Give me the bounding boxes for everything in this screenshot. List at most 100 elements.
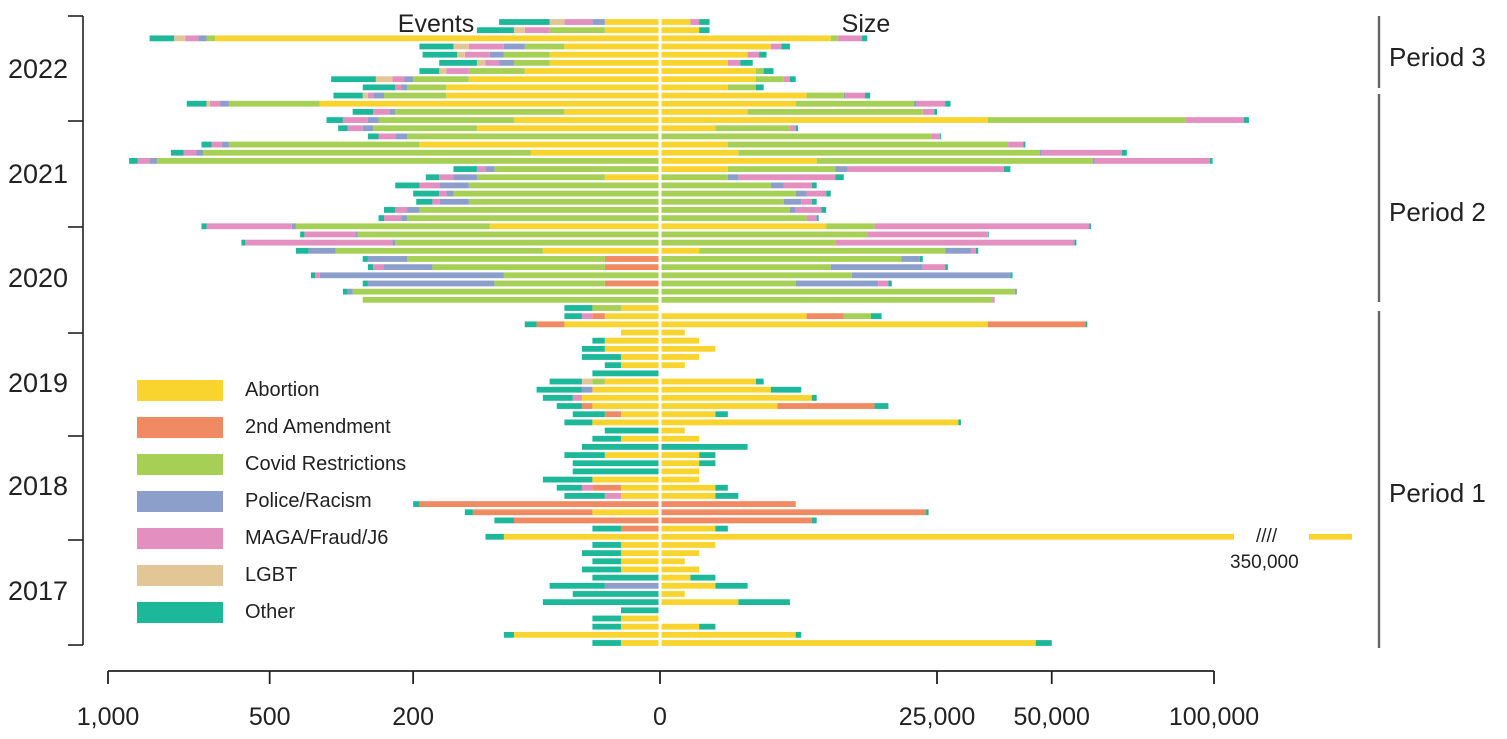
events-bar-2nd-amendment <box>604 264 660 271</box>
legend-item-other: Other <box>137 594 406 631</box>
legend-item-2nd-amendment: 2nd Amendment <box>137 409 406 446</box>
events-bar-abortion <box>620 484 660 491</box>
size-panel-label: Size <box>842 10 891 38</box>
size-bar-abortion <box>660 435 700 442</box>
size-bar-covid-restrictions <box>727 141 1009 148</box>
size-bar-police-racism <box>1039 149 1042 156</box>
events-bar-police-racism <box>439 182 469 189</box>
size-bar-other <box>755 84 764 91</box>
year-label-2019: 2019 <box>8 368 68 398</box>
size-bar-police-racism <box>1092 158 1095 164</box>
size-bar-covid-restrictions <box>660 133 932 140</box>
size-bar-maga-fraud-j6 <box>795 207 822 213</box>
size-bar-abortion <box>660 468 700 475</box>
size-bar-abortion <box>660 354 700 360</box>
events-bar-other <box>362 256 368 262</box>
events-bar-abortion <box>564 43 660 50</box>
events-bar-other <box>422 51 458 58</box>
events-bar-maga-fraud-j6 <box>373 108 390 115</box>
events-bar-covid-restrictions <box>203 149 531 156</box>
size-bar-other <box>1023 141 1026 148</box>
events-bar-abortion <box>620 435 660 442</box>
events-bar-abortion <box>446 92 660 99</box>
size-bar-2nd-amendment <box>987 321 1086 328</box>
size-bar-other <box>958 419 961 426</box>
events-bar-other <box>464 509 473 516</box>
size-bar-maga-fraud-j6 <box>783 76 790 83</box>
size-bar-covid-restrictions <box>660 174 728 181</box>
size-bar-abortion <box>660 125 716 132</box>
events-bar-abortion <box>604 313 660 320</box>
events-bar-maga-fraud-j6 <box>384 215 402 222</box>
year-label-2021: 2021 <box>8 159 68 189</box>
size-bar-abortion <box>660 92 807 99</box>
period-label-1: Period 1 <box>1389 478 1486 508</box>
axis-break-symbol: //// <box>1256 526 1278 547</box>
events-bar-maga-fraud-j6 <box>185 35 199 42</box>
events-bar-other <box>352 108 374 115</box>
events-bar-police-racism <box>373 92 384 99</box>
events-bar-police-racism <box>384 264 433 271</box>
events-bar-other <box>419 43 454 50</box>
size-bar-other <box>945 264 948 271</box>
events-bar-other <box>186 100 207 107</box>
size-bar-maga-fraud-j6 <box>1041 149 1122 156</box>
events-bar-abortion <box>620 493 660 499</box>
size-bar-other <box>1003 166 1011 172</box>
events-bar-other <box>395 182 420 189</box>
size-bar-abortion <box>660 460 700 467</box>
events-bar-other <box>604 427 660 434</box>
size-bar-other <box>811 198 817 205</box>
size-bar-abortion <box>660 149 739 156</box>
size-bar-other <box>1209 158 1213 164</box>
size-bar-abortion <box>660 321 988 328</box>
events-bar-other <box>592 615 621 622</box>
events-bar-maga-fraud-j6 <box>524 27 550 34</box>
events-bar-covid-restrictions <box>228 141 420 148</box>
size-bar-maga-fraud-j6 <box>727 59 741 66</box>
events-bar-lgbt <box>457 51 465 58</box>
size-bar-other <box>919 256 923 262</box>
size-bar-other <box>835 174 844 181</box>
year-label-2020: 2020 <box>8 263 68 293</box>
events-bar-maga-fraud-j6 <box>347 125 363 132</box>
size-bar-police-racism <box>770 182 784 189</box>
events-bar-2nd-amendment <box>604 411 621 418</box>
events-bar-abortion <box>549 51 660 58</box>
size-bar-other <box>715 582 748 589</box>
legend-item-police-racism: Police/Racism <box>137 483 406 520</box>
size-bar-police-racism <box>913 100 917 107</box>
legend-label-lgbt: LGBT <box>245 564 298 586</box>
events-bar-abortion <box>620 566 660 573</box>
size-bar-abortion <box>660 362 685 369</box>
events-bar-covid-restrictions <box>513 59 550 66</box>
events-bar-other <box>542 394 573 401</box>
events-bar-other <box>524 321 537 328</box>
events-bar-abortion <box>564 321 660 328</box>
legend-label-2nd-amendment: 2nd Amendment <box>245 416 391 438</box>
size-bar-other <box>1243 117 1249 123</box>
size-bar-other <box>1035 640 1052 646</box>
size-bar-abortion <box>660 158 817 164</box>
legend-item-abortion: Abortion <box>137 372 406 409</box>
events-bar-lgbt <box>206 100 210 107</box>
events-bar-police-racism <box>439 198 469 205</box>
events-bar-2nd-amendment <box>513 517 660 524</box>
size-bar-maga-fraud-j6 <box>747 51 760 58</box>
events-bar-police-racism <box>221 141 229 148</box>
events-bar-maga-fraud-j6 <box>581 313 593 320</box>
legend-label-maga-fraud-j6: MAGA/Fraud/J6 <box>245 527 389 549</box>
size-bar-covid-restrictions <box>755 76 784 83</box>
events-bar-other <box>295 247 309 254</box>
events-bar-covid-restrictions <box>352 288 660 295</box>
size-bar-abortion <box>660 476 700 483</box>
size-bar-police-racism <box>795 190 807 197</box>
x-tick-label-100-000: 100,000 <box>1169 703 1259 731</box>
events-bar-other <box>592 435 621 442</box>
size-bar-abortion <box>660 419 959 426</box>
events-bar-police-racism <box>367 280 495 287</box>
events-bar-other <box>564 452 605 458</box>
events-bar-abortion <box>620 550 660 557</box>
events-bar-2nd-amendment <box>604 256 660 262</box>
events-bar-covid-restrictions <box>407 133 660 140</box>
